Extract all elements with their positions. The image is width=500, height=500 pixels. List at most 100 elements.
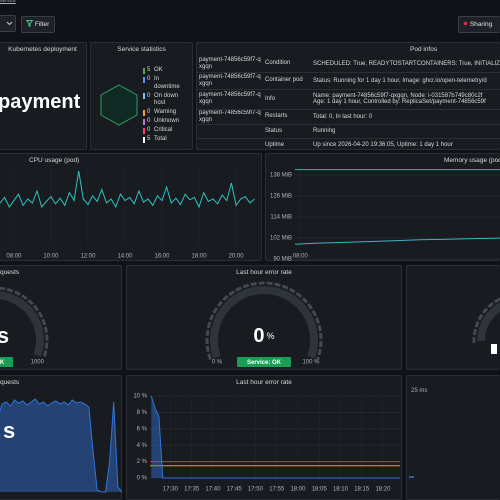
value-cell: Running	[311, 124, 500, 139]
table-row: Uptime Up since 2026-04-20 19:36:05, Upti…	[197, 138, 500, 149]
row-label: Info	[265, 95, 276, 102]
table-row: Status Running	[197, 124, 500, 139]
requests-gauge-panel: quests	[0, 265, 122, 370]
row-label: Restarts	[265, 113, 288, 119]
status-label: Warning	[154, 109, 177, 115]
filter-label: Filter	[34, 21, 50, 28]
status-list: 5 OK 0 In downtime 0 On down host 0 Warning 0 Unk…	[143, 67, 186, 145]
row-value: Total: 0, In last hour: 0	[313, 113, 373, 120]
pod-cell	[197, 124, 263, 139]
panel-title: Service statistics	[117, 46, 166, 53]
pod-cell: payment-74856c59f7-qxgqn	[197, 89, 263, 110]
row-value: Age: 1 day 1 hour, Controlled by: Replic…	[313, 99, 486, 105]
pod-cell	[197, 138, 263, 149]
pod-name: payment-74856c59f7-qxgqn	[199, 73, 261, 87]
gauge-panel	[406, 265, 500, 370]
pod-name: payment-74856c59f7-qxgqn	[199, 109, 261, 123]
hexagon	[100, 84, 138, 126]
label-cell: Info	[263, 89, 311, 110]
panel-title: Memory usage (pod)	[444, 157, 500, 164]
status-color	[143, 67, 145, 74]
panel-title: Kubernetes deployment	[8, 46, 77, 53]
deployment-name: payment	[0, 91, 81, 113]
value-cell: Total: 0, In last hour: 0	[311, 109, 500, 125]
status-row: 0 Warning	[143, 109, 186, 117]
status-color	[143, 93, 145, 99]
panel-title: Last hour error rate	[236, 269, 292, 276]
chevron	[6, 21, 13, 26]
table-row: payment-74856c59f7-qxgqn Condition SCHEDUL…	[197, 56, 500, 73]
pod-name: payment-74856c59f7-qxgqn	[199, 92, 261, 105]
dropdown[interactable]	[0, 15, 16, 32]
filter-button[interactable]: Filter	[21, 16, 55, 33]
label-cell: Uptime	[263, 138, 311, 149]
status-count: 5	[147, 136, 151, 142]
pod-cell: payment-74856c59f7-qxgqn	[197, 56, 263, 73]
status-row: 5 Total	[143, 136, 186, 144]
service-statistics-panel: Service statistics 5 OK 0 In downtime 0 On do…	[90, 42, 193, 150]
status-row: 0 Critical	[143, 127, 186, 135]
pod-name: payment-74856c59f7-qxgqn	[199, 56, 261, 70]
status-count: 0	[147, 109, 151, 115]
status-label: Unknown	[154, 118, 180, 124]
status-count: 0	[147, 92, 151, 99]
pod-infos-panel: Pod infos payment-74856c59f7-qxgqn Condit…	[196, 42, 500, 150]
sharing-label: Sharing	[469, 21, 493, 28]
error-chart-panel: Last hour error rate	[126, 375, 402, 500]
status-color	[143, 118, 145, 125]
panel-title: CPU usage (pod)	[29, 157, 80, 164]
panel-title: Last hour error rate	[236, 379, 292, 386]
sharing-button[interactable]: Sharing	[458, 16, 500, 33]
row-label: Container pod	[265, 77, 303, 83]
table-row: payment-74856c59f7-qxgqn Info Name: paymen…	[197, 89, 500, 110]
label-cell: Container pod	[263, 72, 311, 90]
status-row: 0 Unknown	[143, 118, 186, 126]
latency-line	[409, 476, 414, 478]
status-color	[143, 109, 145, 116]
axis-label: 25 ms	[411, 388, 428, 394]
row-value: SCHEDULED: True, READYTOSTARTCONTAINERS:…	[313, 60, 500, 67]
status-color	[143, 76, 145, 83]
status-color	[143, 136, 145, 143]
status-row: 0 On down host	[143, 93, 186, 108]
status-count: 0	[147, 118, 151, 124]
row-value: Status: Running for 1 day 1 hour, Image:…	[313, 77, 487, 84]
status-label: Total	[154, 136, 167, 142]
breadcrumb[interactable]: service	[0, 0, 16, 4]
label-cell: Condition	[263, 56, 311, 73]
status-count: 0	[147, 127, 151, 133]
value-cell: Up since 2026-04-20 19:36:05, Uptime: 1 …	[311, 138, 500, 149]
sharing-dot	[463, 21, 468, 26]
filter-icon	[25, 20, 34, 28]
status-label: On down host	[154, 92, 179, 107]
row-label: Uptime	[265, 141, 285, 148]
label-cell: Restarts	[263, 109, 311, 125]
row-value: Name: payment-74856c59f7-qxgqn, Node: i-…	[313, 93, 483, 99]
status-label: Critical	[154, 127, 173, 133]
pod-cell: payment-74856c59f7-qxgqn	[197, 72, 263, 90]
requests-chart-panel: quests	[0, 375, 122, 500]
panel-title: quests	[0, 269, 20, 276]
label-cell: Status	[263, 124, 311, 139]
row-label: Status	[265, 127, 283, 134]
gauge-decoration	[472, 297, 500, 354]
row-value: Running	[313, 128, 336, 134]
memory-panel: Memory usage (pod)	[265, 153, 500, 261]
status-row: 5 OK	[143, 67, 186, 75]
panel-title: Pod infos	[410, 46, 438, 53]
latency-panel: 25 ms	[406, 375, 500, 500]
status-row: 0 In downtime	[143, 76, 186, 91]
status-label: OK	[154, 67, 163, 73]
row-value: Up since 2026-04-20 19:36:05, Uptime: 1 …	[313, 142, 453, 148]
pod-table: payment-74856c59f7-qxgqn Condition SCHEDUL…	[197, 56, 500, 149]
panel-title: quests	[0, 379, 20, 386]
kubernetes-panel: Kubernetes deployment payment	[0, 42, 87, 150]
cpu-panel: CPU usage (pod)	[0, 153, 262, 261]
value-cell: SCHEDULED: True, READYTOSTARTCONTAINERS:…	[311, 56, 500, 73]
status-count: 0	[147, 76, 151, 82]
status-color	[143, 127, 145, 134]
table-row: payment-74856c59f7-qxgqn Container pod Sta…	[197, 72, 500, 90]
pod-cell: payment-74856c59f7-qxgqn	[197, 109, 263, 125]
row-label: Condition	[265, 60, 291, 67]
